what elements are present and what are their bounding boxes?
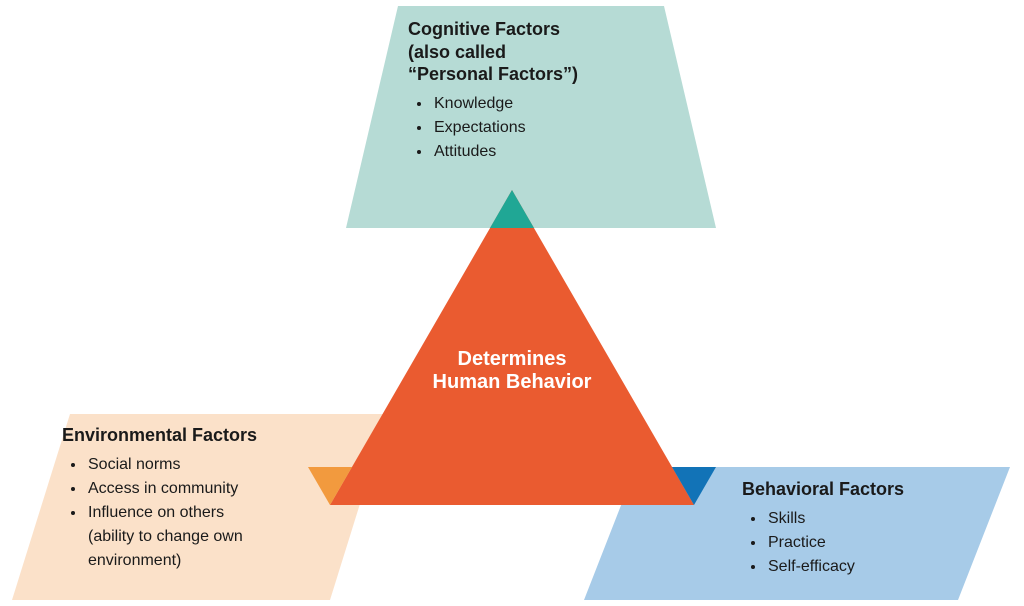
cognitive-bullet: Attitudes: [432, 140, 578, 164]
environmental-bullets: Social norms Access in community Influen…: [86, 453, 257, 573]
behavioral-title: Behavioral Factors: [742, 478, 904, 501]
environmental-bullet: Influence on others(ability to change ow…: [86, 501, 257, 573]
center-label-line2: Human Behavior: [433, 371, 592, 393]
cognitive-title-line2: (also called: [408, 42, 506, 62]
behavioral-bullet: Practice: [766, 531, 904, 555]
behavioral-title-line1: Behavioral Factors: [742, 479, 904, 499]
environmental-bullet: Access in community: [86, 477, 257, 501]
behavioral-bullet: Self-efficacy: [766, 555, 904, 579]
behavioral-bullet: Skills: [766, 507, 904, 531]
cognitive-factors-block: Cognitive Factors (also called “Personal…: [408, 18, 578, 164]
behavioral-factors-block: Behavioral Factors Skills Practice Self-…: [742, 478, 904, 579]
cognitive-title: Cognitive Factors (also called “Personal…: [408, 18, 578, 86]
cognitive-bullet: Expectations: [432, 116, 578, 140]
center-label-line1: Determines: [458, 348, 567, 370]
environmental-title-line1: Environmental Factors: [62, 425, 257, 445]
cognitive-bullets: Knowledge Expectations Attitudes: [432, 92, 578, 164]
cognitive-title-line1: Cognitive Factors: [408, 19, 560, 39]
cognitive-title-line3: “Personal Factors”): [408, 64, 578, 84]
center-label: Determines Human Behavior: [402, 348, 622, 394]
behavioral-bullets: Skills Practice Self-efficacy: [766, 507, 904, 579]
environmental-factors-block: Environmental Factors Social norms Acces…: [62, 424, 257, 573]
environmental-bullet: Social norms: [86, 453, 257, 477]
cognitive-bullet: Knowledge: [432, 92, 578, 116]
environmental-title: Environmental Factors: [62, 424, 257, 447]
